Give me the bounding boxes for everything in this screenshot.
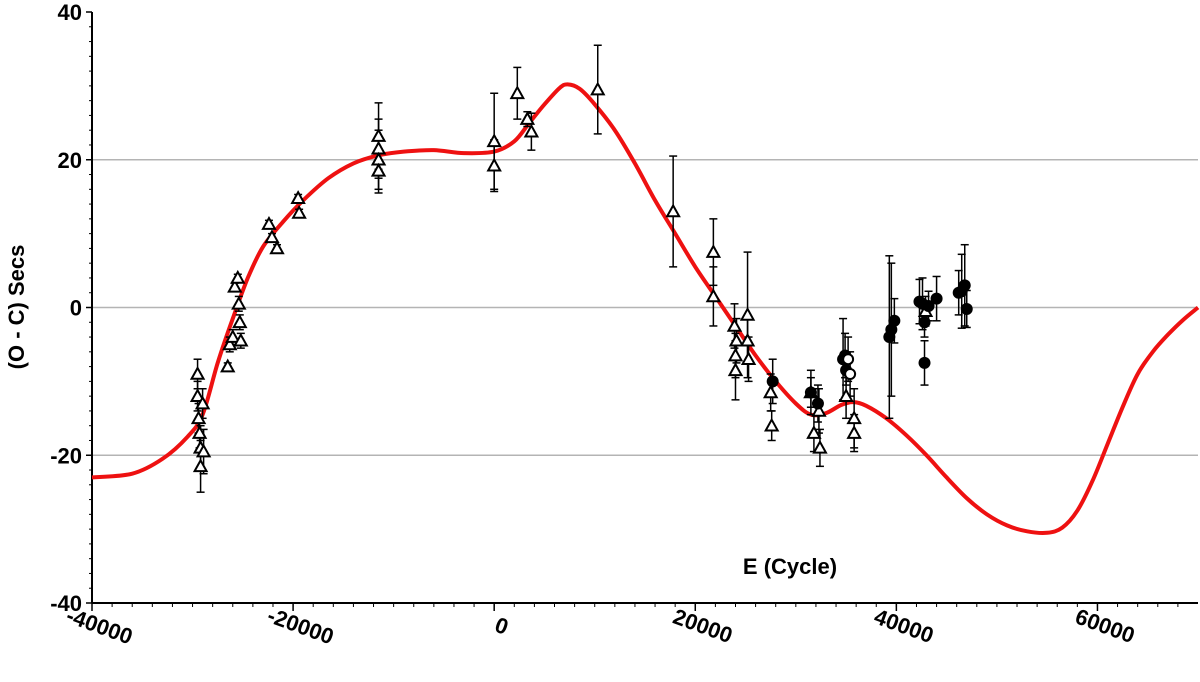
data-point-triangle <box>763 417 780 432</box>
data-point-triangle <box>233 332 249 347</box>
data-point-triangle <box>231 295 247 310</box>
data-point-triangle <box>194 395 211 410</box>
data-point-triangle <box>739 306 756 321</box>
x-axis-title: E (Cycle) <box>743 554 837 579</box>
data-point-triangle <box>762 384 779 399</box>
data-point-triangle <box>728 332 745 347</box>
data-point-triangle <box>370 162 387 177</box>
y-tick-label: 0 <box>70 296 82 321</box>
data-point-triangle <box>486 133 502 148</box>
data-point-triangle <box>705 288 722 303</box>
data-point-filled-circle <box>811 397 824 410</box>
axes <box>86 11 1198 611</box>
data-point-triangle <box>189 388 206 402</box>
data-point-triangle <box>705 244 722 258</box>
data-markers <box>189 81 973 473</box>
data-point-triangle <box>192 458 209 473</box>
data-point-filled-circle <box>958 279 971 292</box>
fit-curve-layer <box>91 82 1200 536</box>
data-point-filled-circle <box>960 302 973 315</box>
data-point-triangle <box>727 347 744 362</box>
data-point-filled-circle <box>804 386 817 399</box>
data-point-triangle <box>486 157 502 172</box>
data-point-triangle <box>665 203 681 218</box>
data-point-filled-circle <box>888 314 901 327</box>
data-point-triangle <box>191 425 208 439</box>
data-point-triangle <box>291 204 307 219</box>
data-point-filled-circle <box>918 316 931 329</box>
data-point-open-circle <box>842 353 855 366</box>
x-tick-label: 0 <box>492 612 512 640</box>
x-tick-label: 40000 <box>871 604 937 648</box>
y-tick-labels: -40 -20 0 20 40 <box>50 0 82 616</box>
data-point-triangle <box>519 111 536 125</box>
data-point-triangle <box>222 336 238 351</box>
data-point-filled-circle <box>766 375 779 388</box>
y-tick-label: -20 <box>50 443 82 468</box>
x-tick-label: 60000 <box>1072 604 1138 648</box>
data-point-triangle <box>846 425 862 439</box>
data-point-triangle <box>806 425 822 439</box>
x-tick-labels: -40000 -20000 0 20000 40000 60000 <box>63 602 1138 649</box>
data-point-triangle <box>290 190 306 204</box>
data-point-triangle <box>269 240 285 255</box>
data-point-triangle <box>509 85 526 100</box>
data-point-triangle <box>838 388 854 402</box>
data-point-triangle <box>189 365 206 380</box>
data-point-triangle <box>739 332 756 347</box>
data-point-triangle <box>811 402 827 417</box>
data-point-triangle <box>846 410 862 425</box>
data-point-triangle <box>232 314 248 329</box>
data-point-triangle <box>264 229 280 244</box>
data-point-filled-circle <box>922 300 935 313</box>
y-tick-label: -40 <box>50 591 82 616</box>
data-point-triangle <box>220 358 236 373</box>
y-tick-label: 20 <box>58 148 82 173</box>
data-point-triangle <box>726 317 743 332</box>
data-point-triangle <box>190 410 207 425</box>
x-tick-label: 20000 <box>670 604 736 648</box>
data-point-triangle <box>230 269 246 284</box>
data-point-open-circle <box>844 367 857 380</box>
data-point-triangle <box>727 362 744 377</box>
fit-curve <box>91 82 1200 536</box>
data-point-triangle <box>812 439 828 454</box>
x-tick-label: -20000 <box>264 602 337 649</box>
data-point-triangle <box>590 81 606 96</box>
data-point-triangle <box>740 351 757 366</box>
data-point-triangle <box>195 443 212 458</box>
data-point-filled-circle <box>930 292 943 305</box>
y-tick-label: 40 <box>58 0 82 25</box>
y-axis-title: (O - C) Secs <box>4 245 29 370</box>
data-point-triangle <box>523 123 540 138</box>
data-point-triangle <box>261 215 277 230</box>
data-point-triangle <box>225 328 241 343</box>
gridlines <box>92 159 1198 456</box>
data-point-triangle <box>227 278 243 293</box>
data-point-filled-circle <box>918 356 931 369</box>
